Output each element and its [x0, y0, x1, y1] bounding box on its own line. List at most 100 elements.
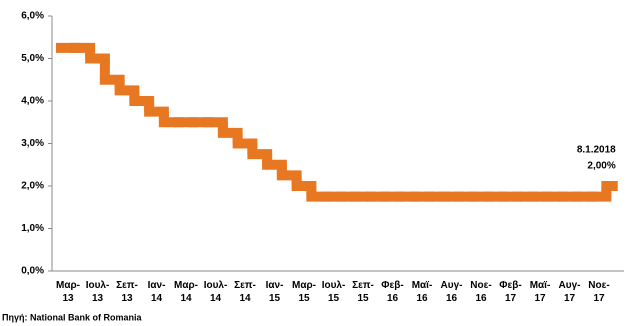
x-tick-label-part: 17 — [505, 293, 517, 304]
x-tick-label: Νοε- 16 — [470, 280, 491, 304]
x-tick-label-part: 16 — [475, 293, 487, 304]
x-tick-label-part: 14 — [239, 293, 251, 304]
x-tick-label: Ιουλ- 14 — [204, 280, 228, 304]
step-segment — [557, 191, 582, 202]
step-segment — [571, 191, 597, 202]
x-tick-label-part: Ιαν- — [148, 280, 166, 291]
x-tick-label: Σεπ- 15 — [352, 280, 374, 304]
x-tick-label-part: 16 — [387, 293, 399, 304]
step-segment — [586, 191, 612, 202]
y-tick-label: 1,0% — [21, 223, 44, 234]
y-tick-label: 6,0% — [21, 11, 44, 22]
x-tick-label-part: 17 — [534, 293, 546, 304]
x-tick-label-part: Μαρ- — [292, 280, 316, 291]
x-tick-label-part: Αυγ- — [559, 280, 581, 291]
step-segment — [439, 191, 464, 202]
x-tick-label-part: Μαϊ- — [412, 280, 433, 291]
source: Πηγή: National Bank of Romania — [2, 312, 143, 322]
x-tick-label-part: Μαρ- — [56, 280, 80, 291]
step-segment — [306, 191, 332, 202]
x-tick-label: Φεβ- 16 — [381, 280, 403, 304]
x-tick-label-part: 15 — [357, 293, 369, 304]
x-tick-label-part: 14 — [210, 293, 222, 304]
step-segment — [321, 191, 346, 202]
step-segment — [99, 74, 125, 85]
x-tick-label-part: Μαϊ- — [530, 280, 551, 291]
x-tick-label: Μαρ- 15 — [292, 280, 316, 304]
step-segment — [247, 149, 273, 160]
step-segment — [276, 170, 302, 181]
x-tick-label-part: Σεπ- — [116, 280, 138, 291]
x-tick-label-part: Φεβ- — [499, 280, 521, 291]
x-tick-label-part: Νοε- — [470, 280, 491, 291]
step-segment — [188, 117, 214, 128]
x-tick-label: Μαϊ- 17 — [530, 280, 551, 304]
step-segment — [70, 42, 96, 53]
x-tick-label-part: 14 — [151, 293, 163, 304]
x-tick-label: Ιουλ- 13 — [86, 280, 110, 304]
x-tick-label: Σεπ- 13 — [116, 280, 138, 304]
x-tick-label-part: Φεβ- — [381, 280, 403, 291]
x-tick-label-part: Σεπ- — [352, 280, 374, 291]
x-tick-label: Μαρ- 13 — [56, 280, 80, 304]
step-segment — [158, 117, 184, 128]
x-tick-label-part: 15 — [298, 293, 310, 304]
y-tick-label: 2,0% — [21, 181, 44, 192]
step-segment — [262, 159, 287, 170]
step-segment — [173, 117, 199, 128]
step-segment — [542, 191, 568, 202]
x-tick-label: Νοε- 17 — [588, 280, 609, 304]
step-segment — [350, 191, 376, 202]
step-segment — [601, 181, 618, 191]
x-tick-label-part: 13 — [92, 293, 104, 304]
step-segment — [114, 85, 140, 96]
x-tick-label-part: 15 — [269, 293, 281, 304]
x-tick-label-part: 17 — [593, 293, 605, 304]
x-tick-label-part: 14 — [180, 293, 192, 304]
x-tick-label-part: 17 — [564, 293, 576, 304]
step-segment — [512, 191, 538, 202]
step-segment — [380, 191, 405, 202]
step-segment — [335, 191, 361, 202]
step-segment — [217, 127, 243, 138]
y-tick-label: 5,0% — [21, 53, 44, 64]
x-tick-label-part: Αυγ- — [441, 280, 463, 291]
x-tick-label-part: Ιουλ- — [322, 280, 346, 291]
x-tick-label-part: 13 — [62, 293, 74, 304]
step-segment — [144, 106, 169, 117]
x-tick-label-part: 15 — [328, 293, 340, 304]
x-tick-label-part: Μαρ- — [174, 280, 198, 291]
step-segment — [394, 191, 420, 202]
step-segment — [129, 96, 155, 106]
x-tick-label: Ιαν- 15 — [266, 280, 284, 304]
step-segment — [468, 191, 494, 202]
x-tick-label: Φεβ- 17 — [499, 280, 521, 304]
step-segment — [203, 117, 228, 128]
step-segment — [85, 53, 110, 64]
y-tick-label: 3,0% — [21, 138, 44, 149]
step-segment — [498, 191, 523, 202]
step-segment — [56, 42, 81, 53]
x-tick-label-part: 16 — [446, 293, 458, 304]
x-tick-label-part: Ιαν- — [266, 280, 284, 291]
x-tick-label-part: Ιουλ- — [204, 280, 228, 291]
x-tick-label: Αυγ- 17 — [559, 280, 581, 304]
x-tick-label: Μαρ- 14 — [174, 280, 198, 304]
x-tick-label: Σεπ- 14 — [234, 280, 256, 304]
step-segment — [424, 191, 450, 202]
y-tick-label: 4,0% — [21, 96, 44, 107]
x-tick-label-part: Νοε- — [588, 280, 609, 291]
step-segment — [409, 191, 435, 202]
x-tick-label: Μαϊ- 16 — [412, 280, 433, 304]
step-segment — [365, 191, 391, 202]
x-tick-label: Ιουλ- 15 — [322, 280, 346, 304]
x-tick-label: Αυγ- 16 — [441, 280, 463, 304]
step-segment — [232, 138, 258, 149]
step-segment — [453, 191, 479, 202]
step-segment — [291, 181, 317, 191]
annotation: 8.1.2018 — [577, 145, 616, 156]
y-tick-label: 0,0% — [21, 266, 44, 277]
x-tick-label-part: 16 — [416, 293, 428, 304]
x-tick-label-part: Σεπ- — [234, 280, 256, 291]
